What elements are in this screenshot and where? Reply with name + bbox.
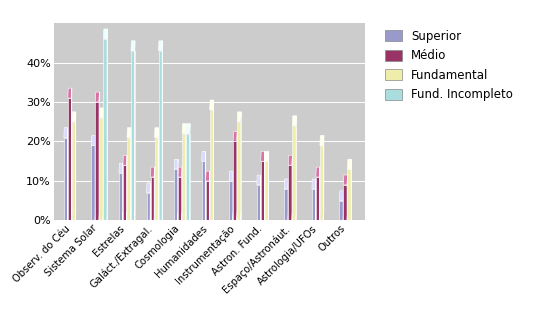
Polygon shape	[182, 124, 186, 134]
Polygon shape	[206, 181, 209, 220]
Polygon shape	[316, 167, 320, 177]
Polygon shape	[202, 161, 205, 220]
Polygon shape	[147, 193, 150, 220]
Polygon shape	[339, 201, 343, 220]
Polygon shape	[339, 191, 344, 201]
Polygon shape	[344, 185, 347, 220]
Polygon shape	[155, 128, 158, 138]
Polygon shape	[265, 151, 269, 161]
Polygon shape	[127, 128, 131, 138]
Polygon shape	[178, 177, 182, 220]
Polygon shape	[119, 163, 123, 173]
Polygon shape	[158, 51, 162, 220]
Polygon shape	[202, 151, 206, 161]
Polygon shape	[257, 185, 260, 220]
Polygon shape	[237, 122, 241, 220]
Polygon shape	[64, 128, 68, 138]
Polygon shape	[72, 122, 75, 220]
Polygon shape	[158, 41, 163, 51]
Polygon shape	[312, 179, 316, 189]
Polygon shape	[72, 112, 76, 122]
Polygon shape	[261, 151, 265, 161]
Polygon shape	[127, 138, 130, 220]
Polygon shape	[347, 159, 351, 169]
Polygon shape	[123, 165, 127, 220]
Polygon shape	[96, 92, 99, 102]
Polygon shape	[178, 167, 182, 177]
Polygon shape	[229, 181, 233, 220]
Polygon shape	[174, 169, 178, 220]
Legend: Superior, Médio, Fundamental, Fund. Incompleto: Superior, Médio, Fundamental, Fund. Inco…	[380, 25, 518, 106]
Polygon shape	[292, 126, 296, 220]
Polygon shape	[155, 138, 158, 220]
Polygon shape	[68, 98, 71, 220]
Polygon shape	[99, 118, 103, 220]
Polygon shape	[104, 29, 107, 39]
Polygon shape	[237, 112, 241, 122]
Polygon shape	[182, 134, 186, 220]
Polygon shape	[123, 155, 127, 165]
Polygon shape	[68, 88, 72, 98]
Polygon shape	[265, 161, 268, 220]
Polygon shape	[91, 136, 96, 145]
Polygon shape	[347, 169, 351, 220]
Polygon shape	[131, 51, 135, 220]
Polygon shape	[261, 161, 264, 220]
Polygon shape	[174, 159, 178, 169]
Polygon shape	[147, 183, 150, 193]
Polygon shape	[312, 189, 315, 220]
Polygon shape	[104, 39, 107, 220]
Polygon shape	[292, 116, 296, 126]
Polygon shape	[209, 110, 213, 220]
Polygon shape	[91, 145, 95, 220]
Polygon shape	[288, 165, 292, 220]
Polygon shape	[150, 167, 155, 177]
Polygon shape	[131, 41, 135, 51]
Polygon shape	[206, 171, 209, 181]
Polygon shape	[284, 179, 288, 189]
Polygon shape	[233, 132, 237, 141]
Polygon shape	[320, 145, 323, 220]
Polygon shape	[186, 134, 190, 220]
Polygon shape	[119, 173, 122, 220]
Polygon shape	[284, 189, 288, 220]
Polygon shape	[257, 175, 261, 185]
Polygon shape	[233, 141, 237, 220]
Polygon shape	[150, 177, 154, 220]
Polygon shape	[288, 155, 292, 165]
Polygon shape	[64, 138, 68, 220]
Polygon shape	[344, 175, 347, 185]
Polygon shape	[320, 136, 324, 145]
Polygon shape	[186, 124, 190, 134]
Polygon shape	[209, 100, 214, 110]
Polygon shape	[229, 171, 233, 181]
Polygon shape	[96, 102, 99, 220]
Polygon shape	[316, 177, 320, 220]
Polygon shape	[99, 108, 104, 118]
